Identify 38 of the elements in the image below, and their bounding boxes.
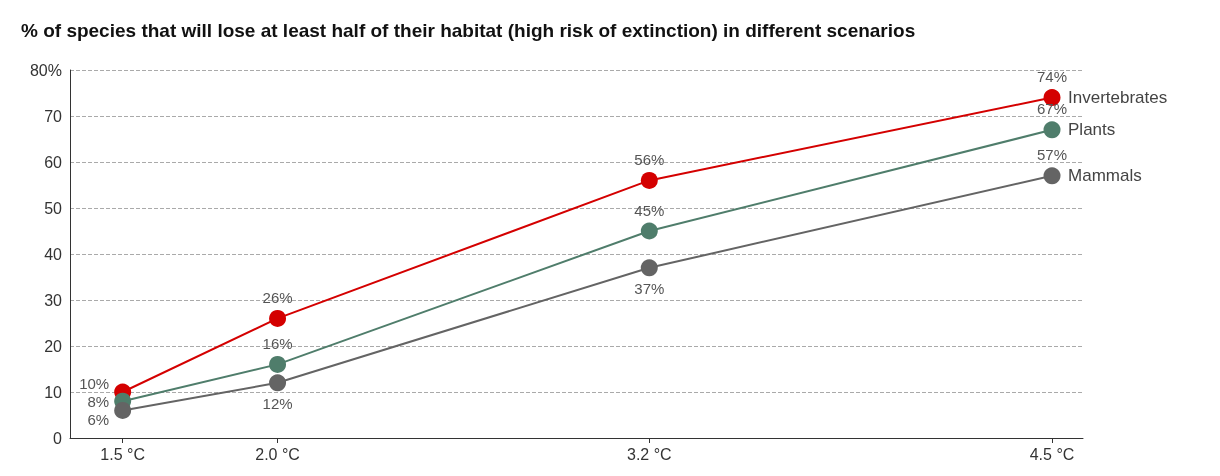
series-label: Plants [1068,120,1116,140]
point [640,171,658,189]
chart-title: % of species that will lose at least half of their habitat (high risk of extinction) in different scenarios [21,20,916,41]
data-label: 12% [262,395,293,413]
point [1043,167,1061,185]
point [269,309,287,327]
data-label: 56% [634,150,665,168]
data-label: 37% [634,280,665,298]
data-label: 10% [79,374,110,392]
y-tick-label: 70 [44,107,63,125]
x-tick-label: 1.5 °C [100,445,145,463]
data-label: 16% [262,334,293,352]
x-tick-label: 3.2 °C [626,445,672,463]
y-tick-label: 30 [44,291,63,309]
data-label: 8% [87,392,110,410]
point [269,355,287,373]
y-tick-label: 80% [29,61,62,79]
point [640,259,658,277]
y-tick-label: 60 [44,153,63,171]
point [114,401,132,419]
data-label: 57% [1037,146,1068,164]
x-tick-label: 4.5 °C [1029,445,1075,463]
x-tick-label: 2.0 °C [255,445,300,463]
point [640,222,658,240]
y-tick-label: 0 [53,429,63,447]
y-tick-label: 10 [44,383,63,401]
series-label: Invertebrates [1068,88,1168,108]
point [269,374,287,392]
point [1043,121,1061,139]
data-label: 67% [1037,100,1068,118]
y-tick-label: 50 [44,199,63,217]
data-label: 26% [262,288,293,306]
data-label: 74% [1037,68,1068,86]
series-label: Mammals [1068,166,1142,186]
y-tick-label: 40 [44,245,63,263]
y-tick-label: 20 [44,337,63,355]
data-label: 6% [87,410,110,428]
data-label: 45% [634,201,665,219]
